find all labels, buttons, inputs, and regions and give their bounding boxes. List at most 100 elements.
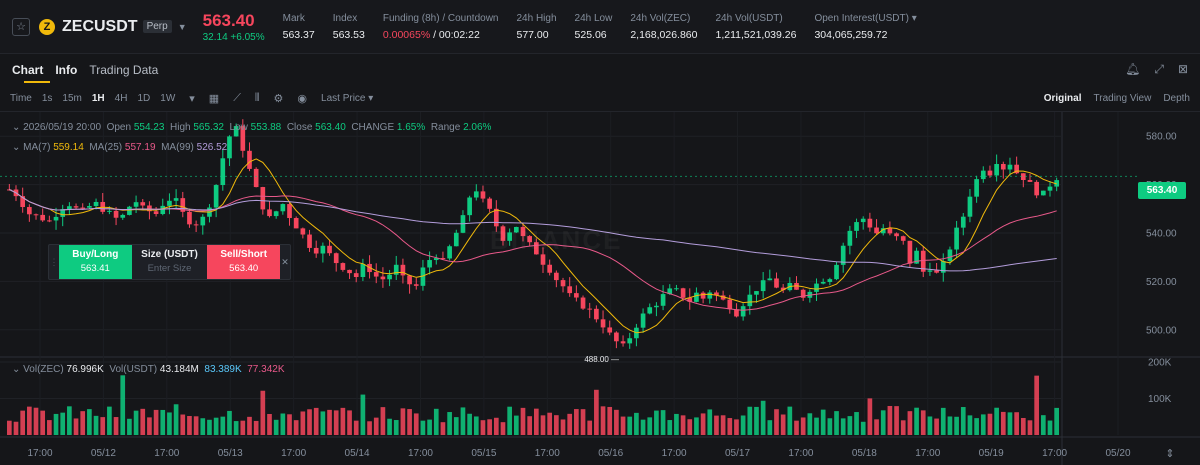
close-panel-icon[interactable]: ⊠ xyxy=(1177,62,1188,76)
candle-body xyxy=(153,211,159,214)
tab-chart[interactable]: Chart xyxy=(12,63,44,77)
volume-bar xyxy=(867,398,873,435)
candle-body xyxy=(87,206,92,208)
volume-bar xyxy=(947,416,953,435)
volume-bar xyxy=(247,416,252,435)
volume-bar xyxy=(527,416,532,435)
replay-icon[interactable]: ◉ xyxy=(297,93,308,105)
stat-value: 1,211,521,039.26 xyxy=(715,28,797,41)
interval-1d[interactable]: 1D xyxy=(137,93,151,104)
volume-bar xyxy=(820,409,826,435)
buy-label: Buy/Long xyxy=(72,249,119,260)
time-tick-label: 05/19 xyxy=(979,448,1004,459)
volume-bar xyxy=(547,412,553,435)
close-icon[interactable]: ✕ xyxy=(281,257,289,267)
buy-long-button[interactable]: Buy/Long 563.41 xyxy=(58,245,132,279)
interval-more-chevron-down-icon[interactable]: ▾ xyxy=(189,93,195,105)
stat-open-interest[interactable]: Open Interest(USDT) ▾ 304,065,259.72 xyxy=(814,13,916,41)
chart-toolbar: Time 1s 15m 1H 4H 1D 1W ▾ ▦ ⟋ ⫴ ⚙ ◉ Last… xyxy=(0,86,1200,112)
candle-body xyxy=(140,202,146,206)
volume-bar xyxy=(887,405,893,435)
sell-short-button[interactable]: Sell/Short 563.40 xyxy=(207,245,281,279)
ma7-line xyxy=(9,158,1057,334)
volume-bar xyxy=(413,413,419,435)
price-type-select[interactable]: Last Price ▾ xyxy=(321,93,374,104)
candle-body xyxy=(333,253,339,264)
calendar-icon[interactable]: ▦ xyxy=(208,93,220,105)
volume-bar xyxy=(1047,420,1053,435)
interval-1s[interactable]: 1s xyxy=(41,93,53,104)
time-tick-label: 17:00 xyxy=(27,448,52,459)
volume-bar xyxy=(834,411,839,435)
candle-body xyxy=(507,232,512,241)
candlestick-chart[interactable]: 580.00560.00540.00520.00500.00200K100K17… xyxy=(0,112,1200,465)
volume-bar xyxy=(300,411,306,435)
volume-bar xyxy=(954,416,959,435)
symbol-name[interactable]: ZECUSDT xyxy=(62,17,138,35)
volume-bar xyxy=(193,416,199,435)
legend-collapse-chevron-icon[interactable]: ⌄ xyxy=(12,122,21,133)
candle-body xyxy=(927,270,933,272)
candle-body xyxy=(874,227,879,234)
candle-body xyxy=(107,210,112,212)
candle-type-icon[interactable]: ⫴ xyxy=(254,92,260,104)
volume-bar xyxy=(667,420,673,435)
favorite-star-icon[interactable]: ☆ xyxy=(12,17,30,36)
volume-bar xyxy=(700,413,706,435)
ma-legend-chevron-icon[interactable]: ⌄ xyxy=(12,142,21,153)
volume-bar xyxy=(774,409,779,435)
candle-body xyxy=(300,228,306,235)
candle-body xyxy=(47,220,52,222)
settings-gear-icon[interactable]: ⚙ xyxy=(273,93,284,105)
stat-24h-vol-zec: 24h Vol(ZEC) 2,168,026.860 xyxy=(630,13,697,41)
stat-24h-high: 24h High 577.00 xyxy=(516,13,556,41)
candle-body xyxy=(620,341,626,344)
open-interest-chevron-down-icon[interactable]: ▾ xyxy=(911,12,917,24)
tab-trading-data[interactable]: Trading Data xyxy=(89,63,159,77)
symbol-dropdown-chevron-down-icon[interactable]: ▼ xyxy=(177,21,187,32)
volume-bar xyxy=(714,415,719,435)
candle-body xyxy=(93,201,99,207)
candle-body xyxy=(1047,186,1053,191)
candle-body xyxy=(173,198,179,201)
price-type-chevron-down-icon[interactable]: ▾ xyxy=(368,93,374,104)
candle-body xyxy=(914,250,919,264)
view-original[interactable]: Original xyxy=(1043,93,1082,104)
candle-body xyxy=(1014,164,1019,174)
interval-15m[interactable]: 15m xyxy=(62,93,82,104)
candle-body xyxy=(960,216,966,228)
price-tick-label: 500.00 xyxy=(1146,325,1177,336)
candle-body xyxy=(534,242,539,255)
vol-ma1-value: 83.389K xyxy=(204,364,242,375)
view-trading-view[interactable]: Trading View xyxy=(1093,93,1152,104)
time-tick-label: 05/18 xyxy=(852,448,877,459)
candle-body xyxy=(714,292,719,296)
candle-body xyxy=(967,196,973,217)
sell-price: 563.40 xyxy=(229,263,259,274)
interval-1w[interactable]: 1W xyxy=(160,93,176,104)
size-input[interactable]: Size (USDT) Enter Size xyxy=(132,245,208,279)
candle-body xyxy=(847,230,853,246)
volume-bar xyxy=(420,420,426,435)
volume-bar xyxy=(987,413,993,435)
interval-4h[interactable]: 4H xyxy=(114,93,128,104)
vol-ma2-value: 77.342K xyxy=(247,364,285,375)
volume-bar xyxy=(180,414,186,435)
interval-1h[interactable]: 1H xyxy=(91,93,105,104)
view-depth[interactable]: Depth xyxy=(1163,93,1190,104)
volume-bar xyxy=(213,417,219,435)
drag-handle-icon[interactable]: ⋮ xyxy=(49,257,59,267)
vol-legend-chevron-icon[interactable]: ⌄ xyxy=(12,364,21,375)
indicators-icon[interactable]: ⟋ xyxy=(233,92,241,104)
candle-body xyxy=(814,283,819,292)
expand-icon[interactable]: ⤢ xyxy=(1154,62,1164,76)
bell-icon[interactable]: 🔔︎ xyxy=(1125,62,1141,76)
watermark: BINANCE xyxy=(490,225,622,256)
tab-info[interactable]: Info xyxy=(55,63,78,77)
candle-body xyxy=(727,299,733,310)
candle-body xyxy=(720,295,726,300)
volume-bar xyxy=(147,417,152,435)
volume-bar xyxy=(260,390,266,435)
ohlc-low-label: Low xyxy=(229,122,248,133)
stat-funding[interactable]: Funding (8h) / Countdown 0.00065% / 00:02… xyxy=(383,13,499,41)
